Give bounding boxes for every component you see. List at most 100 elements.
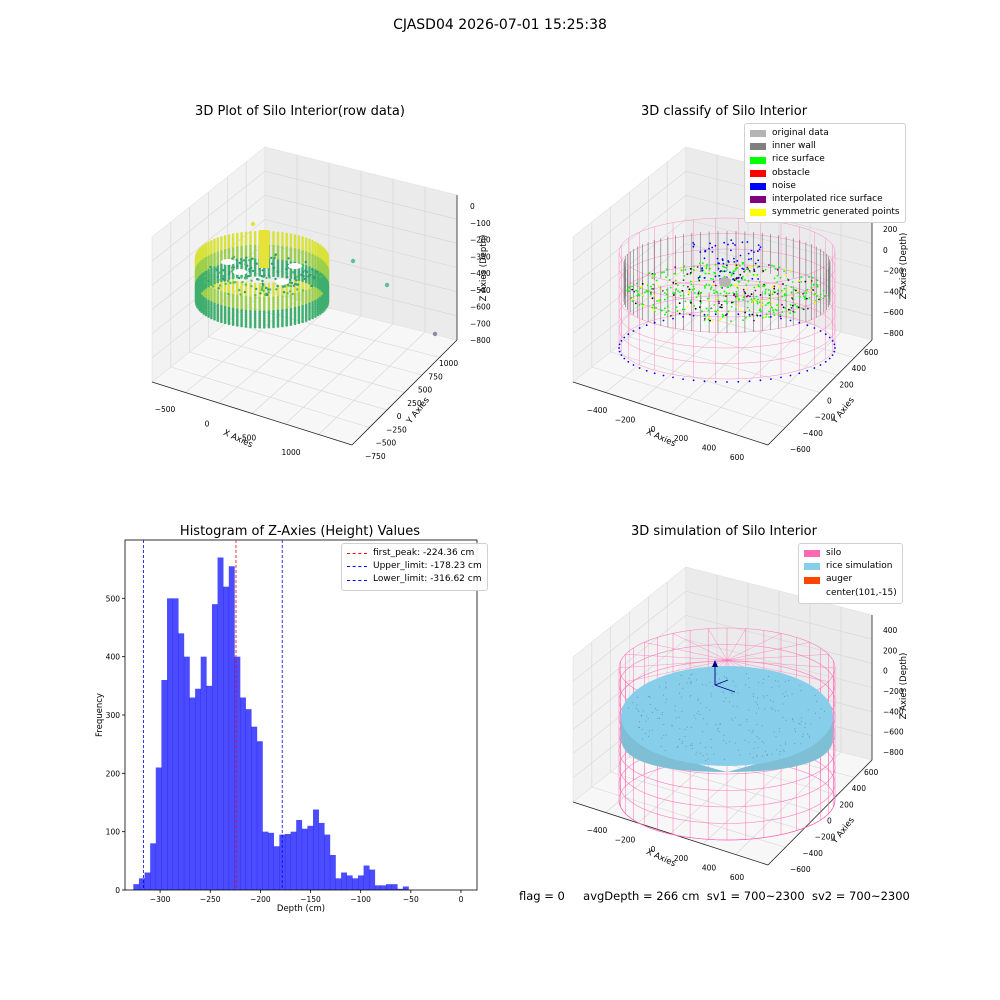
classified-point bbox=[684, 300, 687, 303]
classified-point bbox=[642, 304, 645, 307]
data-point bbox=[314, 284, 317, 288]
data-point bbox=[301, 296, 304, 299]
classified-point bbox=[727, 262, 729, 265]
classified-point bbox=[675, 288, 678, 291]
y-tick-label: 500 bbox=[106, 594, 121, 603]
classified-point bbox=[664, 313, 666, 316]
noise-point bbox=[759, 379, 762, 382]
data-point bbox=[227, 237, 231, 241]
classified-point bbox=[663, 271, 665, 274]
rice-mesh-point bbox=[723, 700, 725, 702]
noise-point bbox=[833, 343, 836, 346]
data-point bbox=[293, 248, 297, 251]
data-point bbox=[293, 253, 297, 256]
data-point bbox=[297, 311, 301, 314]
classified-point bbox=[631, 300, 634, 303]
z-tick-label: −600 bbox=[883, 728, 904, 737]
axis-title: X Axies bbox=[645, 427, 678, 450]
x-tick-label: −100 bbox=[350, 895, 371, 904]
classified-point bbox=[789, 304, 792, 306]
data-point bbox=[276, 252, 280, 255]
data-point bbox=[223, 311, 227, 314]
noise-point bbox=[697, 277, 700, 279]
classified-point bbox=[695, 269, 698, 271]
rice-mesh-point bbox=[649, 696, 650, 697]
noise-point bbox=[701, 267, 704, 269]
classified-point bbox=[767, 289, 770, 291]
data-point bbox=[266, 293, 269, 297]
classified-point bbox=[693, 269, 695, 271]
data-point bbox=[281, 309, 284, 312]
data-point bbox=[308, 243, 311, 247]
data-point bbox=[202, 263, 205, 267]
classified-point bbox=[751, 265, 753, 268]
classified-point bbox=[682, 279, 685, 281]
legend-label: first_peak: -224.36 cm bbox=[373, 548, 475, 558]
data-point bbox=[302, 270, 305, 274]
data-point bbox=[275, 288, 278, 291]
data-point bbox=[321, 285, 324, 289]
noise-point bbox=[717, 267, 720, 270]
rice-mesh-point bbox=[649, 704, 651, 706]
classified-point bbox=[776, 304, 778, 306]
classified-point bbox=[673, 294, 675, 296]
classified-point bbox=[745, 284, 748, 287]
classified-point bbox=[784, 307, 787, 310]
legend-swatch bbox=[750, 130, 766, 138]
histogram-bar bbox=[352, 878, 359, 890]
legend-label: inner wall bbox=[772, 141, 816, 152]
data-point bbox=[316, 291, 320, 294]
data-point bbox=[321, 263, 324, 267]
classified-point bbox=[773, 265, 775, 267]
rice-mesh-point bbox=[755, 701, 757, 703]
classified-point bbox=[762, 316, 764, 319]
noise-point bbox=[732, 278, 734, 281]
noise-point bbox=[813, 327, 816, 329]
status-flag: flag = 0 bbox=[519, 889, 565, 903]
rice-mesh-point bbox=[778, 710, 780, 712]
legend-entry: first_peak: -224.36 cm bbox=[347, 547, 482, 560]
classified-point bbox=[713, 271, 716, 274]
simulation-plot-title: 3D simulation of Silo Interior bbox=[631, 524, 817, 539]
rice-mesh-point bbox=[695, 717, 697, 719]
noise-point bbox=[703, 313, 706, 316]
classified-point bbox=[768, 316, 770, 318]
classified-point bbox=[819, 298, 822, 301]
rice-mesh-point bbox=[755, 712, 757, 714]
classified-point bbox=[742, 296, 745, 299]
classified-point bbox=[628, 286, 630, 288]
rice-mesh-point bbox=[696, 751, 698, 753]
rice-mesh-point bbox=[699, 714, 701, 715]
data-point bbox=[261, 283, 265, 287]
rice-mesh-point bbox=[660, 746, 662, 748]
classified-point bbox=[689, 280, 692, 283]
data-point bbox=[236, 310, 239, 313]
data-point bbox=[281, 303, 284, 307]
y-tick-label: 200 bbox=[106, 769, 121, 778]
data-point bbox=[321, 289, 324, 293]
data-point bbox=[311, 308, 314, 311]
classified-point bbox=[677, 290, 679, 292]
classified-point bbox=[641, 283, 644, 285]
x-axis-line bbox=[151, 381, 353, 446]
classified-point bbox=[721, 306, 723, 309]
classified-point bbox=[745, 295, 748, 298]
rice-mesh-point bbox=[675, 717, 677, 719]
x-tick-label: 400 bbox=[702, 444, 717, 453]
data-point bbox=[210, 308, 213, 311]
status-line: flag = 0 avgDepth = 266 cm sv1 = 700~230… bbox=[519, 889, 910, 903]
data-point bbox=[276, 270, 279, 273]
rice-mesh-point bbox=[814, 695, 816, 697]
classified-point bbox=[628, 290, 631, 293]
histogram-bar bbox=[217, 557, 224, 890]
data-point bbox=[198, 308, 202, 312]
classified-point bbox=[776, 309, 778, 312]
rice-mesh-point bbox=[636, 704, 638, 706]
classified-point bbox=[772, 311, 775, 313]
y-tick-label: −750 bbox=[365, 452, 386, 460]
classified-point bbox=[675, 273, 678, 275]
data-point bbox=[316, 286, 320, 289]
classified-point bbox=[819, 293, 822, 296]
data-point bbox=[223, 279, 226, 282]
rice-mesh-point bbox=[787, 679, 789, 681]
